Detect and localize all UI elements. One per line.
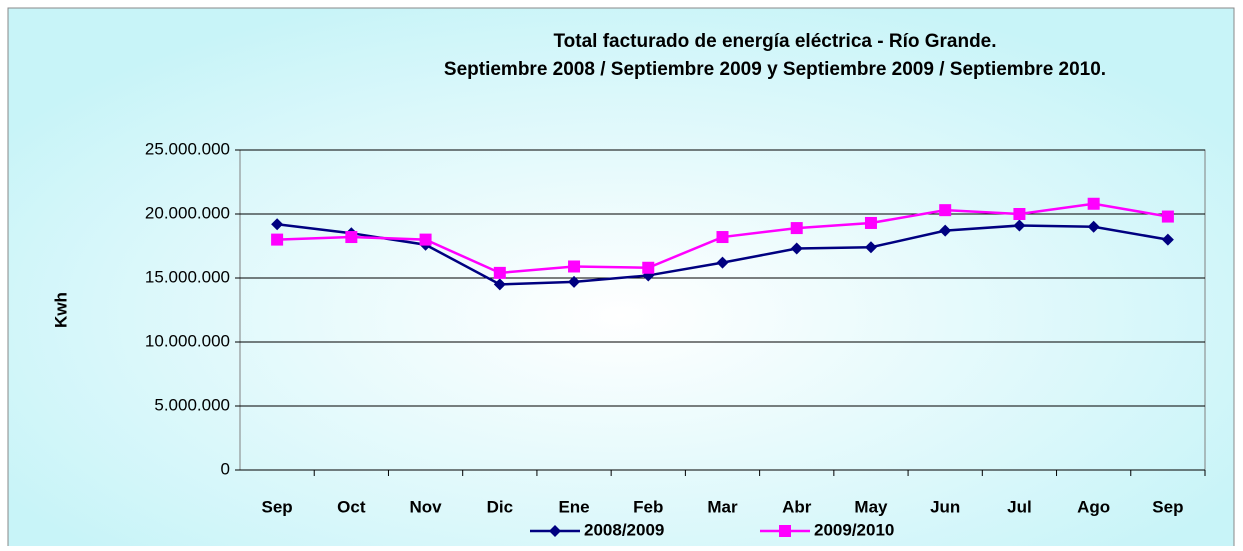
- y-tick-label: 0: [221, 459, 230, 478]
- x-tick-label: Mar: [707, 497, 738, 516]
- data-point: [790, 222, 803, 235]
- y-tick-label: 25.000.000: [145, 139, 230, 158]
- data-point: [1013, 208, 1026, 220]
- x-tick-label: May: [854, 497, 888, 516]
- y-tick-label: 10.000.000: [145, 331, 230, 350]
- data-point: [493, 266, 506, 279]
- data-point: [864, 241, 877, 254]
- data-point: [493, 278, 506, 291]
- data-point: [716, 231, 729, 244]
- data-point: [568, 275, 581, 288]
- x-tick-label: Dic: [487, 497, 513, 516]
- x-tick-label: Abr: [782, 497, 812, 516]
- data-point: [568, 260, 581, 273]
- data-point: [1087, 220, 1100, 233]
- data-point: [1161, 210, 1174, 223]
- legend-marker: [549, 525, 561, 537]
- y-axis-label: Kwh: [51, 292, 70, 328]
- x-tick-label: Ene: [558, 497, 589, 516]
- chart-background: [7, 7, 1235, 551]
- legend-marker: [779, 525, 791, 537]
- chart-subtitle: Septiembre 2008 / Septiembre 2009 y Sept…: [444, 59, 1106, 80]
- legend-label: 2009/2010: [814, 520, 894, 539]
- y-tick-label: 5.000.000: [154, 395, 230, 414]
- data-point: [642, 261, 655, 274]
- x-tick-label: Ago: [1077, 497, 1110, 516]
- x-tick-label: Sep: [1152, 497, 1183, 516]
- y-tick-label: 15.000.000: [145, 267, 230, 286]
- data-point: [939, 204, 952, 217]
- x-tick-label: Jul: [1007, 497, 1032, 516]
- data-point: [1087, 197, 1100, 210]
- y-tick-label: 20.000.000: [145, 203, 230, 222]
- x-tick-label: Feb: [633, 497, 663, 516]
- data-point: [1013, 219, 1026, 232]
- chart-title: Total facturado de energía eléctrica - R…: [553, 31, 996, 52]
- data-point: [939, 224, 952, 237]
- data-point: [345, 231, 358, 244]
- x-tick-label: Sep: [262, 497, 293, 516]
- data-point: [1161, 233, 1174, 246]
- data-point: [864, 216, 877, 229]
- data-point: [716, 256, 729, 269]
- data-point: [790, 242, 803, 255]
- data-point: [419, 233, 432, 246]
- x-tick-label: Oct: [337, 497, 366, 516]
- x-tick-label: Nov: [410, 497, 443, 516]
- data-point: [271, 218, 284, 231]
- legend-label: 2008/2009: [584, 520, 664, 539]
- x-tick-label: Jun: [930, 497, 960, 516]
- data-point: [271, 233, 284, 246]
